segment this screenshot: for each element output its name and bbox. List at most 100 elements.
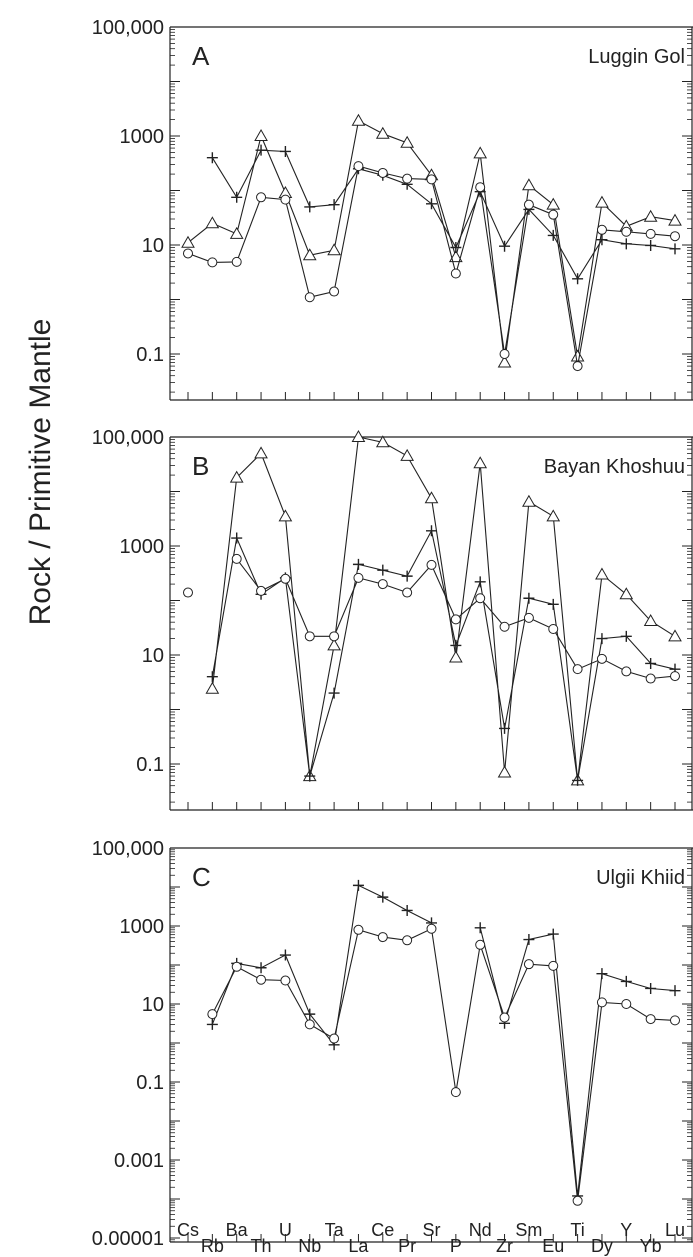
data-point xyxy=(475,593,486,604)
x-tick-label: Y xyxy=(620,1220,632,1240)
data-point xyxy=(450,614,461,625)
data-point xyxy=(643,209,658,222)
data-point xyxy=(401,570,413,582)
y-tick-label: 1000 xyxy=(120,126,165,148)
data-point xyxy=(645,239,657,251)
data-point xyxy=(426,923,437,934)
data-point xyxy=(621,226,632,237)
data-point xyxy=(280,573,291,584)
data-point xyxy=(669,985,681,997)
data-point xyxy=(402,587,413,598)
data-point xyxy=(426,559,437,570)
data-point xyxy=(570,349,585,362)
data-point xyxy=(328,687,340,699)
data-point xyxy=(596,224,607,235)
data-point xyxy=(377,579,388,590)
x-tick-label: Eu xyxy=(542,1236,564,1256)
data-point xyxy=(450,241,462,253)
y-tick-label: 0.00001 xyxy=(92,1228,164,1250)
x-tick-label: U xyxy=(279,1220,292,1240)
data-point xyxy=(183,248,193,259)
data-point xyxy=(548,960,559,971)
data-point xyxy=(497,355,512,368)
data-point xyxy=(596,997,607,1008)
data-point xyxy=(572,273,584,285)
y-tick-label: 10 xyxy=(142,235,164,257)
data-point xyxy=(499,1012,510,1023)
data-point xyxy=(280,194,291,205)
data-point xyxy=(596,968,608,980)
data-point xyxy=(255,962,267,974)
data-point xyxy=(304,292,315,303)
data-point xyxy=(523,592,535,604)
data-point xyxy=(402,935,413,946)
panel-b: 0.1 10 1000 100,000 B Bayan Khoshuu xyxy=(92,427,693,811)
data-point xyxy=(596,633,608,645)
x-tick-label: La xyxy=(348,1236,369,1256)
data-point xyxy=(523,959,534,970)
data-point xyxy=(352,558,364,570)
x-tick-label: Zr xyxy=(496,1236,513,1256)
data-point xyxy=(183,587,193,598)
y-tick-label: 0.1 xyxy=(136,754,164,776)
panel-letter: C xyxy=(192,862,211,892)
data-point xyxy=(279,145,291,157)
data-point xyxy=(231,961,242,972)
data-point xyxy=(572,1195,583,1206)
data-point xyxy=(474,576,486,588)
x-tick-label: Nd xyxy=(469,1220,492,1240)
data-point xyxy=(351,113,366,126)
data-point xyxy=(377,167,388,178)
data-point xyxy=(329,286,340,297)
data-point xyxy=(475,939,486,950)
data-point xyxy=(377,932,388,943)
x-tick-label: Ta xyxy=(325,1220,345,1240)
data-point xyxy=(596,234,608,246)
data-point xyxy=(353,161,364,172)
data-point xyxy=(668,213,682,226)
data-point xyxy=(327,638,341,651)
data-point xyxy=(377,564,389,576)
series-line xyxy=(211,529,676,781)
data-point xyxy=(548,623,559,634)
data-point xyxy=(522,178,536,191)
series-plus xyxy=(206,525,681,786)
data-point xyxy=(450,639,462,651)
data-point xyxy=(645,657,657,669)
y-tick-label: 1000 xyxy=(120,916,165,938)
data-point xyxy=(645,673,656,684)
data-point xyxy=(595,195,609,208)
data-point xyxy=(205,216,220,229)
data-point xyxy=(448,250,463,263)
data-point xyxy=(499,349,510,359)
series-line xyxy=(211,436,676,781)
series-triangle xyxy=(205,429,682,786)
data-point xyxy=(352,879,364,891)
data-point xyxy=(645,228,656,239)
data-point xyxy=(377,891,389,903)
data-point xyxy=(572,361,583,372)
panel-letter: B xyxy=(192,451,209,481)
data-point xyxy=(353,924,364,935)
y-tick-label: 100,000 xyxy=(92,427,164,449)
data-point xyxy=(669,243,681,255)
y-tick-label: 0.001 xyxy=(114,1150,164,1172)
data-point xyxy=(499,240,511,252)
data-point xyxy=(402,173,413,184)
data-point xyxy=(426,198,437,210)
data-point xyxy=(450,1087,461,1098)
data-point xyxy=(255,144,267,156)
data-point xyxy=(278,509,293,522)
data-point xyxy=(620,238,632,250)
data-point xyxy=(448,650,463,663)
data-point xyxy=(670,231,680,242)
x-tick-label: Nb xyxy=(298,1236,321,1256)
data-point xyxy=(327,243,341,256)
data-point xyxy=(206,152,218,164)
data-point xyxy=(523,199,534,210)
y-tick-label: 0.1 xyxy=(136,344,164,366)
series-line xyxy=(211,927,676,1201)
data-point xyxy=(304,1019,315,1030)
data-point xyxy=(205,681,220,694)
y-tick-label: 10 xyxy=(142,994,164,1016)
